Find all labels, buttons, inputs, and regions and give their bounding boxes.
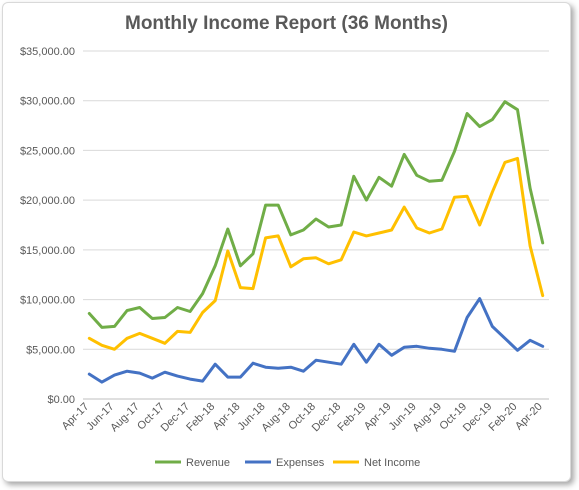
series-line-net-income [87, 156, 545, 351]
y-tick-label: $25,000.00 [20, 145, 75, 157]
y-tick-label: $5,000.00 [26, 344, 75, 356]
series-line-expenses [87, 297, 545, 384]
x-tick-label: Aug-18 [259, 401, 293, 435]
x-tick-label: Aug-17 [108, 401, 142, 435]
gridlines [83, 50, 549, 400]
chart-title: Monthly Income Report (36 Months) [125, 13, 448, 34]
y-axis: $0.00 $5,000.00 $10,000.00 $15,000.00 $20,00… [20, 46, 75, 406]
legend-label-expenses: Expenses [276, 457, 325, 469]
y-tick-label: $0.00 [47, 394, 75, 406]
x-tick-label: Feb-19 [335, 401, 368, 434]
series-lines [87, 100, 545, 384]
legend-label-net-income: Net Income [364, 457, 420, 469]
y-tick-label: $15,000.00 [20, 245, 75, 257]
x-tick-label: Aug-19 [410, 401, 444, 435]
x-tick-label: Feb-20 [487, 401, 520, 434]
x-tick-label: Apr-20 [513, 401, 545, 433]
legend: Revenue Expenses Net Income [155, 457, 420, 469]
legend-label-revenue: Revenue [186, 457, 230, 469]
y-tick-label: $35,000.00 [20, 46, 75, 58]
y-tick-label: $30,000.00 [20, 96, 75, 108]
x-axis: Apr-17Jun-17Aug-17Oct-17Dec-17Feb-18Apr-… [60, 401, 545, 435]
y-tick-label: $10,000.00 [20, 295, 75, 307]
x-tick-label: Feb-18 [184, 401, 217, 434]
chart-area: Monthly Income Report (36 Months) [2, 2, 571, 482]
y-tick-label: $20,000.00 [20, 195, 75, 207]
series-line-revenue [87, 100, 545, 329]
